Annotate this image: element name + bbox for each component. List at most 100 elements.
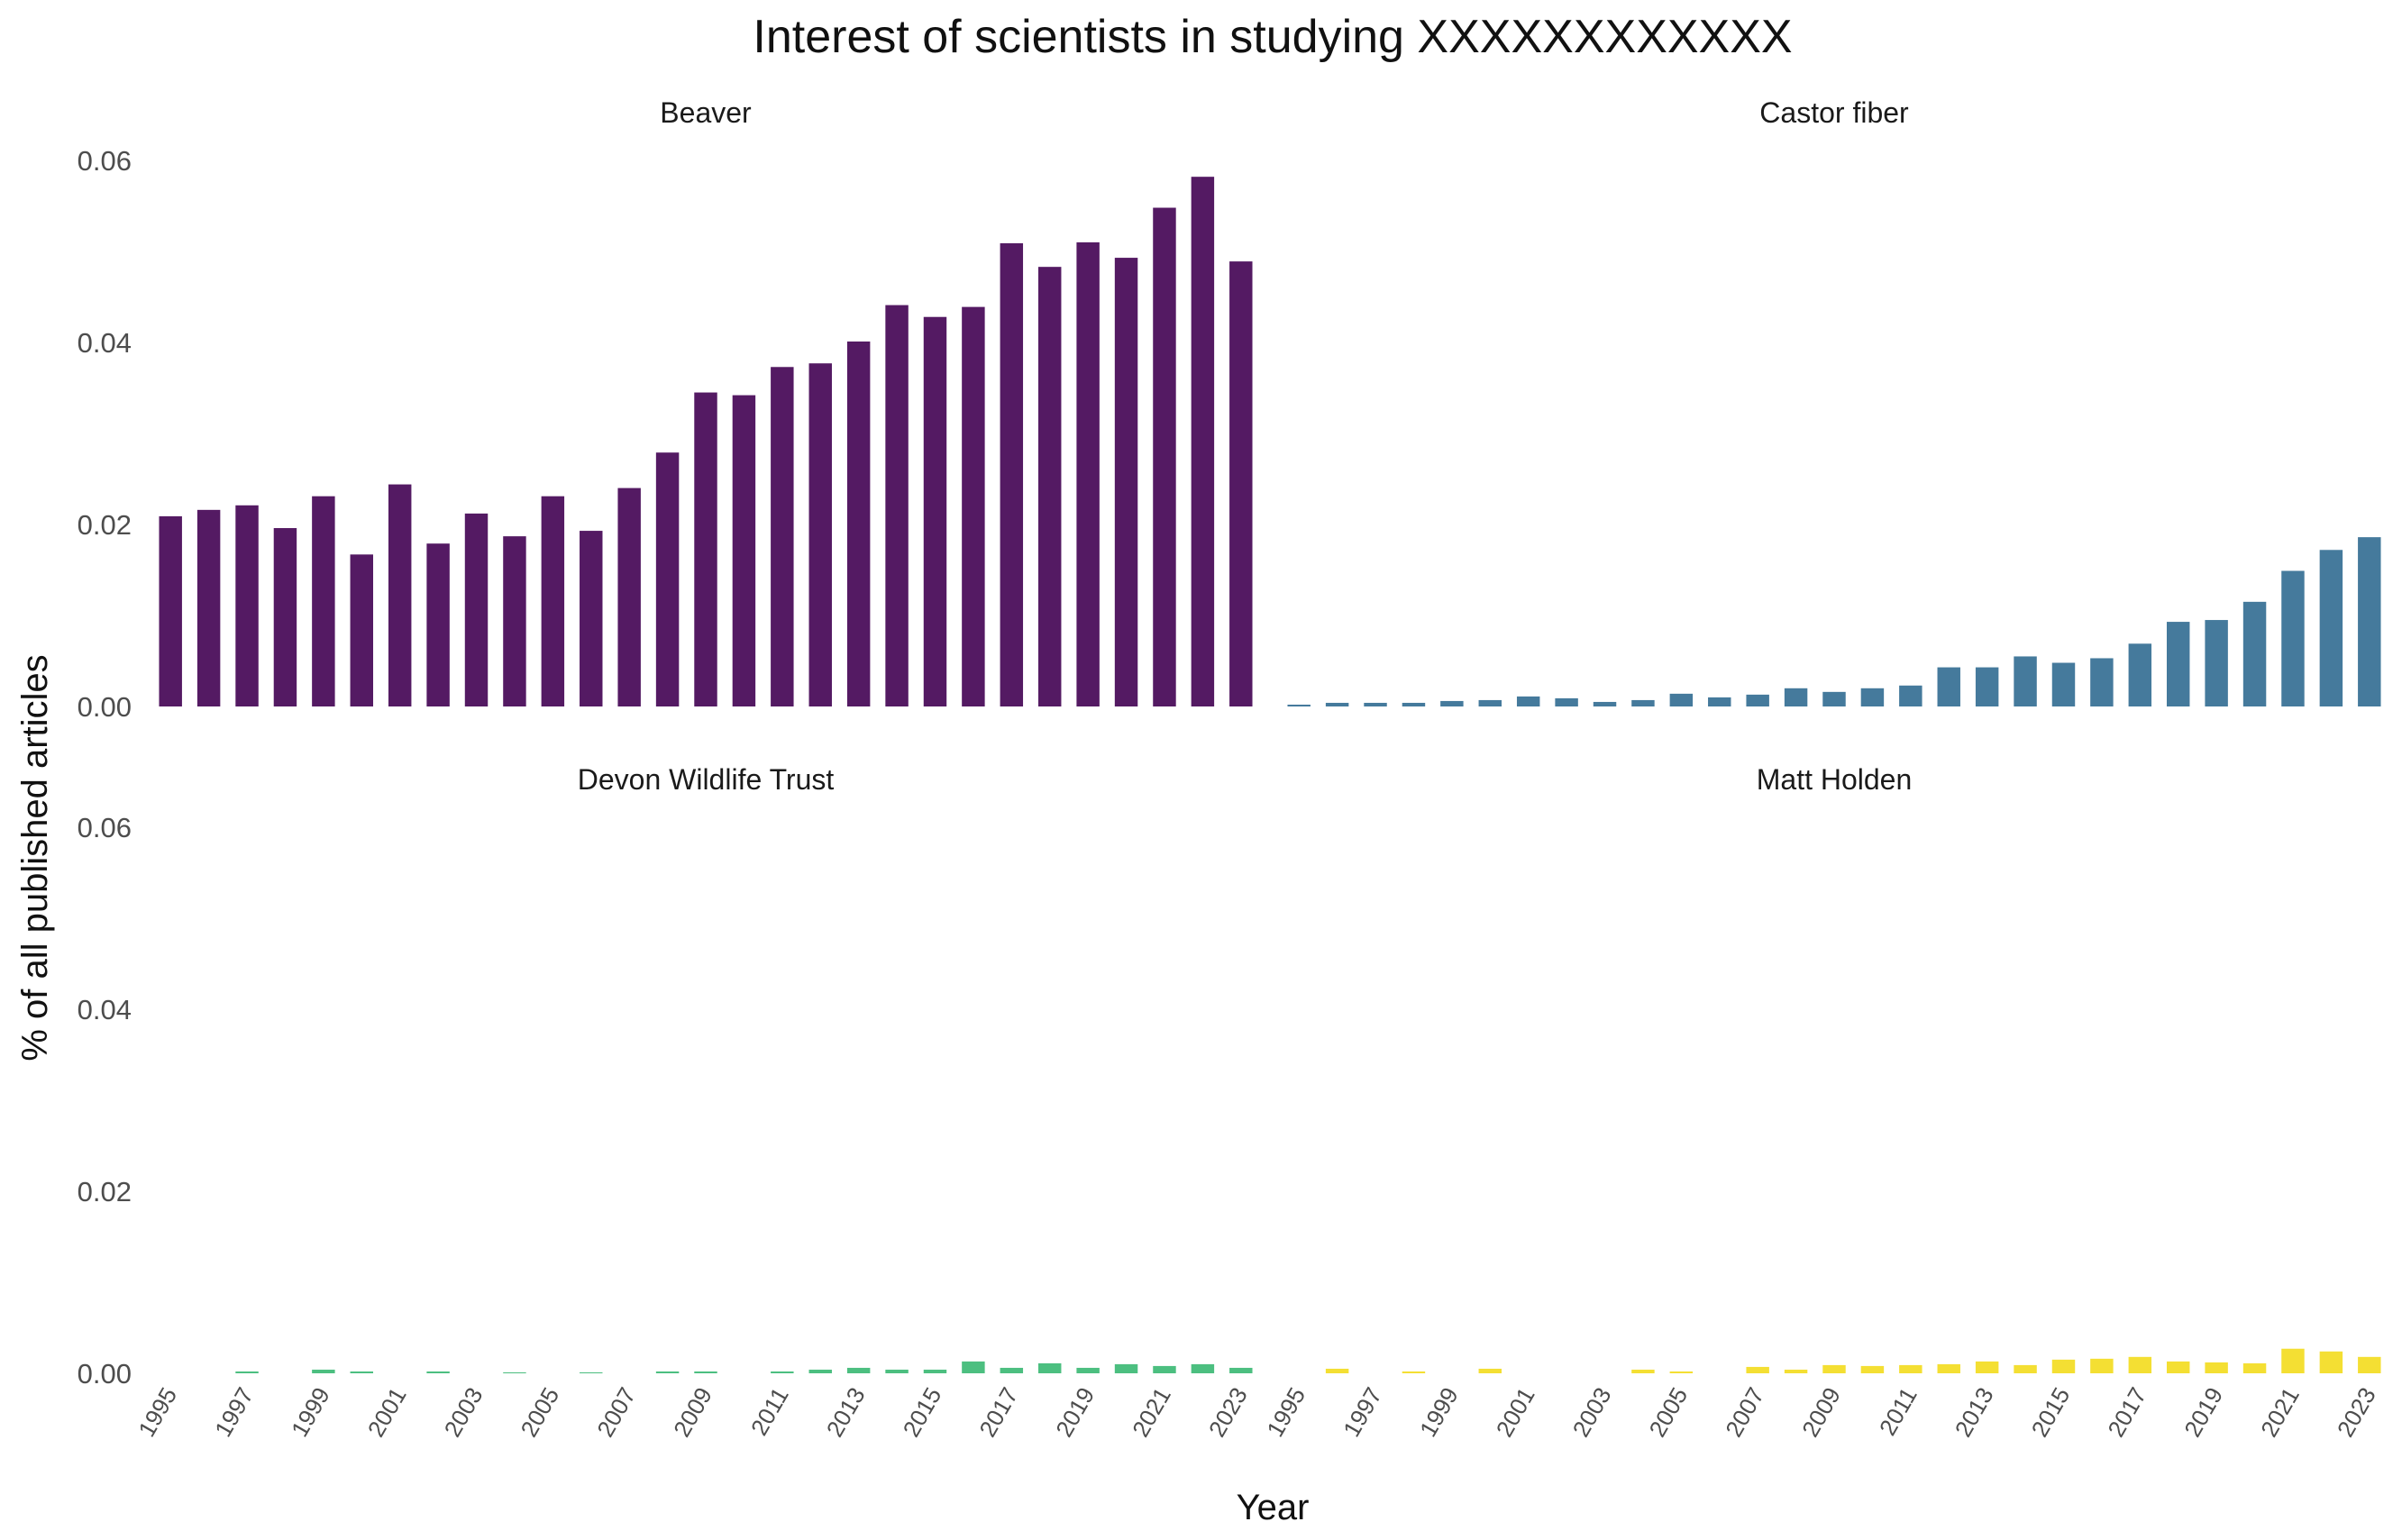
bar-matt-holden-2014	[2014, 1364, 2037, 1373]
bar-castor-fiber-2019	[2205, 620, 2228, 706]
bar-devon-wildlife-trust-2014	[885, 1369, 909, 1373]
panel-beaver: Beaver 0.00 0.02 0.04 0.06	[78, 96, 1253, 723]
y-tick-label: 0.04	[78, 327, 132, 359]
bar-castor-fiber-2020	[2242, 601, 2267, 706]
bar-devon-wildlife-trust-2000	[350, 1371, 373, 1373]
y-axis-label: % of all published articles	[15, 654, 55, 1061]
bar-castor-fiber-2005	[1669, 693, 1694, 706]
bar-beaver-1995	[159, 515, 182, 706]
bar-devon-wildlife-trust-2009	[694, 1371, 717, 1373]
x-tick-label: 2007	[591, 1383, 641, 1442]
x-tick-label: 2017	[973, 1383, 1023, 1442]
chart-title: Interest of scientists in studying XXXXX…	[753, 11, 1792, 63]
bar-castor-fiber-2010	[1860, 688, 1885, 706]
bar-beaver-2018	[1038, 267, 1062, 706]
x-tick-label: 1999	[286, 1383, 335, 1442]
bar-devon-wildlife-trust-2008	[655, 1371, 680, 1373]
bar-matt-holden-2000	[1478, 1368, 1502, 1373]
bar-devon-wildlife-trust-1999	[312, 1369, 335, 1373]
x-tick-label: 1999	[1414, 1383, 1464, 1442]
bar-beaver-2006	[580, 531, 603, 706]
bar-castor-fiber-2017	[2128, 643, 2152, 706]
bar-matt-holden-2022	[2319, 1351, 2343, 1373]
x-tick-label: 2019	[1050, 1383, 1100, 1442]
bar-beaver-2002	[426, 543, 450, 706]
bar-devon-wildlife-trust-2012	[808, 1369, 832, 1373]
bar-matt-holden-2013	[1975, 1361, 1999, 1373]
x-tick-label: 2017	[2102, 1383, 2151, 1442]
bar-castor-fiber-1997	[1364, 702, 1387, 706]
x-tick-label: 2007	[1720, 1383, 1769, 1442]
bar-castor-fiber-2011	[1899, 685, 1923, 706]
panel-castor-fiber: Castor fiber	[1287, 96, 2381, 706]
bar-devon-wildlife-trust-2019	[1076, 1367, 1100, 1373]
bar-beaver-2009	[694, 392, 717, 706]
x-tick-label: 1997	[1338, 1383, 1387, 1442]
bar-beaver-2007	[617, 488, 641, 706]
bar-matt-holden-2020	[2242, 1362, 2267, 1373]
y-tick-label: 0.00	[78, 1358, 132, 1390]
x-tick-label: 2013	[821, 1383, 871, 1442]
bar-matt-holden-2008	[1784, 1369, 1808, 1373]
facet-panels: Beaver 0.00 0.02 0.04 0.06 Castor fiber Devon …	[78, 96, 2381, 1442]
bar-beaver-1997	[235, 505, 259, 706]
x-tick-label: 2009	[1796, 1383, 1846, 1442]
bar-castor-fiber-1995	[1287, 704, 1311, 706]
bar-devon-wildlife-trust-2023	[1229, 1367, 1253, 1373]
x-tick-label: 2011	[745, 1383, 794, 1440]
bar-matt-holden-2009	[1822, 1364, 1846, 1373]
x-tick-label: 1995	[1261, 1383, 1311, 1442]
bar-castor-fiber-2000	[1478, 699, 1502, 706]
bar-matt-holden-2010	[1860, 1365, 1885, 1373]
y-tick-label: 0.00	[78, 691, 132, 723]
bar-devon-wildlife-trust-2017	[1000, 1367, 1024, 1373]
x-tick-label: 2013	[1950, 1383, 1999, 1442]
x-tick-label: 2003	[439, 1383, 489, 1442]
bar-castor-fiber-2022	[2319, 550, 2343, 706]
bar-devon-wildlife-trust-2006	[580, 1371, 603, 1373]
bar-matt-holden-2007	[1746, 1366, 1769, 1373]
x-tick-label: 1997	[209, 1383, 259, 1442]
x-tick-label: 2021	[2255, 1383, 2305, 1442]
bar-beaver-2021	[1153, 207, 1176, 706]
bar-castor-fiber-2008	[1784, 688, 1808, 706]
bar-beaver-2003	[464, 513, 489, 706]
bar-beaver-2016	[962, 306, 985, 706]
bar-castor-fiber-2023	[2358, 537, 2381, 706]
bar-castor-fiber-1998	[1402, 702, 1426, 706]
x-tick-label: 2011	[1874, 1383, 1923, 1440]
bar-beaver-2020	[1114, 258, 1138, 706]
bar-devon-wildlife-trust-2004	[503, 1371, 526, 1373]
bar-devon-wildlife-trust-2013	[846, 1367, 871, 1373]
bar-devon-wildlife-trust-2016	[962, 1361, 985, 1373]
bar-devon-wildlife-trust-2018	[1038, 1362, 1062, 1373]
bar-beaver-2022	[1191, 177, 1215, 706]
x-axis-label: Year	[1237, 1488, 1310, 1527]
bar-matt-holden-2012	[1937, 1363, 1960, 1373]
x-tick-label: 1995	[132, 1383, 182, 1442]
bar-castor-fiber-2004	[1631, 699, 1655, 706]
x-tick-label: 2001	[1491, 1383, 1540, 1442]
bar-beaver-2005	[541, 496, 565, 706]
panel-devon-wildlife-trust: Devon Wildlife Trust 0.00 0.02 0.04 0.06 1995…	[78, 763, 1253, 1442]
bar-castor-fiber-2007	[1746, 694, 1769, 706]
bar-castor-fiber-2003	[1593, 701, 1617, 706]
bar-castor-fiber-2001	[1516, 696, 1540, 706]
bar-castor-fiber-1996	[1325, 702, 1349, 706]
bar-matt-holden-2005	[1669, 1371, 1694, 1373]
bar-matt-holden-1996	[1325, 1368, 1349, 1373]
x-tick-label: 2005	[515, 1383, 564, 1442]
bar-beaver-2015	[923, 316, 947, 706]
bar-matt-holden-2018	[2167, 1361, 2190, 1373]
x-tick-label: 2003	[1567, 1383, 1617, 1442]
bar-devon-wildlife-trust-2011	[771, 1371, 794, 1373]
bar-matt-holden-2015	[2051, 1359, 2076, 1373]
bar-castor-fiber-2014	[2014, 656, 2037, 706]
bar-castor-fiber-2012	[1937, 667, 1960, 706]
bar-beaver-2011	[771, 367, 794, 706]
bar-matt-holden-1998	[1402, 1371, 1426, 1373]
bar-beaver-1996	[196, 509, 221, 706]
facet-title-castor-fiber: Castor fiber	[1759, 96, 1909, 129]
y-tick-label: 0.02	[78, 509, 132, 541]
